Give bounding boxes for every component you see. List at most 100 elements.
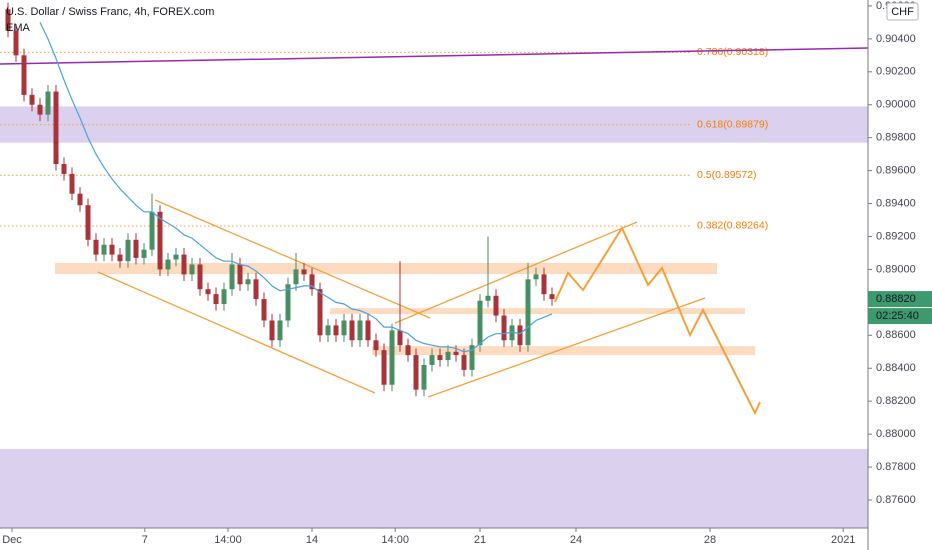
candle-body — [429, 355, 435, 365]
y-tick-label: 0.89000 — [876, 263, 916, 275]
candle-body — [5, 9, 11, 31]
rising-upper — [394, 221, 638, 324]
currency-label[interactable]: CHF — [891, 6, 914, 18]
candle-body — [381, 350, 387, 385]
candle-body — [317, 289, 323, 336]
ema — [39, 22, 553, 353]
candle-body — [405, 345, 411, 356]
x-tick-label: 14 — [306, 534, 318, 546]
x-tick-label: 14:00 — [381, 534, 409, 546]
y-tick-label: 0.89800 — [876, 132, 916, 144]
y-tick-label: 0.87800 — [876, 461, 916, 473]
trendline — [0, 47, 869, 65]
candle-body — [509, 325, 515, 341]
candle-body — [517, 325, 523, 346]
candle-body — [477, 300, 483, 346]
zone — [0, 448, 868, 528]
candle-body — [469, 345, 475, 370]
candle-body — [229, 264, 235, 290]
last-price-label: 0.88820 — [876, 293, 916, 305]
candle-body — [181, 254, 187, 275]
x-tick-label: 2021 — [831, 534, 855, 546]
candle-body — [541, 274, 547, 295]
candle-body — [109, 244, 115, 255]
fib-label: 0.618(0.89879) — [697, 118, 768, 130]
candle-body — [253, 279, 259, 300]
candle-body — [525, 279, 531, 346]
candle-body — [301, 269, 307, 275]
candle-body — [45, 91, 51, 115]
ema-line — [39, 22, 553, 353]
candle-body — [493, 295, 499, 316]
y-tick-label: 0.89200 — [876, 230, 916, 242]
y-tick-label: 0.88400 — [876, 362, 916, 374]
candle-body — [173, 254, 179, 260]
candle-body — [61, 164, 67, 174]
candle-body — [205, 289, 211, 295]
price-axis-bg — [868, 0, 932, 550]
candle-body — [21, 55, 27, 95]
candle-body — [197, 264, 203, 290]
candle-body — [189, 264, 195, 275]
last-price: 0.88820 02:25:40 — [868, 291, 932, 325]
zones — [0, 106, 868, 528]
candle-body — [325, 325, 331, 336]
candle-body — [277, 320, 283, 341]
rising-lower — [427, 297, 706, 398]
y-tick-label: 0.90200 — [876, 66, 916, 78]
zone — [372, 346, 755, 356]
x-tick-label: 24 — [570, 534, 582, 546]
x-tick-label: 14:00 — [214, 534, 242, 546]
channel-lines — [97, 199, 706, 398]
candle-body — [117, 254, 123, 262]
candle-body — [261, 299, 267, 321]
candle-body — [29, 94, 35, 105]
y-tick-label: 0.88000 — [876, 428, 916, 440]
candle-body — [125, 239, 131, 262]
candle-body — [149, 211, 155, 250]
candle-body — [341, 320, 347, 336]
candle-body — [101, 244, 107, 255]
y-tick-label: 0.87600 — [876, 494, 916, 506]
x-tick-label: Dec — [2, 534, 22, 546]
candle-body — [445, 351, 451, 361]
candle-body — [389, 330, 395, 385]
x-tick-label: 28 — [704, 534, 716, 546]
candle-body — [413, 355, 419, 390]
y-tick-label: 0.90000 — [876, 99, 916, 111]
candle-body — [293, 269, 299, 285]
candle-body — [93, 239, 99, 255]
candle-body — [85, 205, 91, 240]
candle-body — [133, 239, 139, 258]
currency-button[interactable] — [886, 2, 919, 21]
y-tick-label: 0.88600 — [876, 329, 916, 341]
candle-body — [365, 320, 371, 341]
forecast-path — [554, 225, 761, 416]
zone — [330, 308, 745, 315]
countdown-label: 02:25:40 — [876, 310, 919, 322]
candle-body — [69, 173, 75, 194]
candle-body — [501, 315, 507, 341]
channel-upper — [154, 199, 431, 319]
candle-body — [237, 264, 243, 285]
fib-label: 0.382(0.89264) — [697, 220, 768, 232]
candle-body — [437, 355, 443, 361]
candle-body — [77, 193, 83, 206]
candle-body — [269, 320, 275, 341]
x-tick-label: 7 — [142, 534, 148, 546]
candle-body — [13, 30, 19, 56]
time-axis-bg — [0, 528, 868, 550]
candle-body — [309, 274, 315, 290]
countdown-tag — [868, 308, 932, 325]
candle-body — [461, 355, 467, 370]
last-price-tag — [868, 291, 932, 308]
candle-body — [549, 294, 555, 300]
y-tick-label: 0.88200 — [876, 395, 916, 407]
chart-title: U.S. Dollar / Swiss Franc, 4h, FOREX.com — [6, 6, 214, 18]
y-tick-label: 0.89600 — [876, 165, 916, 177]
candle-body — [397, 330, 403, 346]
candle-body — [373, 340, 379, 351]
candle-body — [357, 320, 363, 341]
candle-body — [221, 289, 227, 305]
